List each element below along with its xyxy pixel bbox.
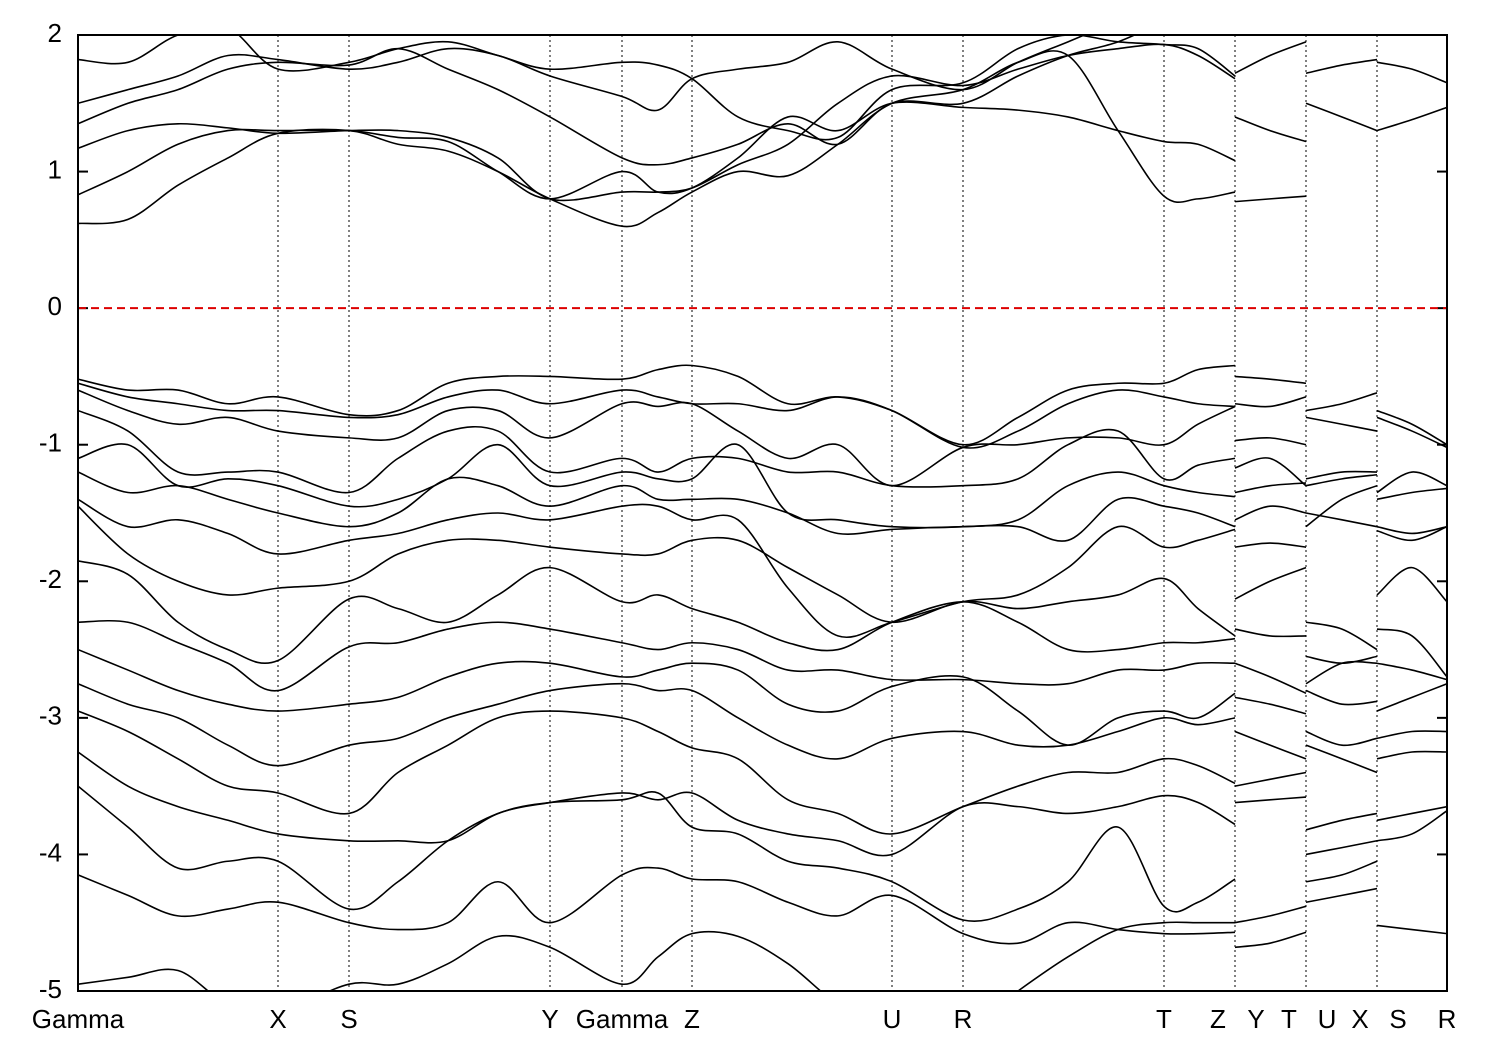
x-tick-label: Z <box>1210 1004 1226 1034</box>
x-tick-label: Gamma <box>32 1004 125 1034</box>
y-tick-label: -5 <box>39 974 62 1004</box>
band <box>78 443 1447 535</box>
band <box>78 41 1307 202</box>
band <box>78 58 1447 200</box>
band <box>78 35 1236 141</box>
y-tick-label: -2 <box>39 564 62 594</box>
x-tick-label: S <box>1389 1004 1406 1034</box>
band <box>78 751 1447 857</box>
y-tick-label: 1 <box>48 154 62 184</box>
x-tick-label: Gamma <box>576 1004 669 1034</box>
x-tick-label: Y <box>1247 1004 1264 1034</box>
x-tick-label: R <box>954 1004 973 1034</box>
band <box>78 364 1447 446</box>
band <box>78 471 1447 542</box>
band <box>78 785 1447 935</box>
y-tick-label: -3 <box>39 701 62 731</box>
x-tick-label: T <box>1281 1004 1297 1034</box>
y-tick-label: 2 <box>48 18 62 48</box>
grid-layer <box>78 34 1447 992</box>
x-tick-label: Z <box>684 1004 700 1034</box>
band <box>78 505 1447 678</box>
band <box>78 498 1447 651</box>
x-tick-label: S <box>340 1004 357 1034</box>
x-tick-label: U <box>883 1004 902 1034</box>
x-tick-label: T <box>1156 1004 1172 1034</box>
band <box>78 619 1447 712</box>
y-tick-label: -1 <box>39 428 62 458</box>
x-tick-label: X <box>1351 1004 1368 1034</box>
band <box>78 50 1447 228</box>
band <box>78 648 1447 747</box>
band <box>78 389 1447 494</box>
plot-frame <box>77 34 1448 992</box>
x-tick-label: R <box>1438 1004 1457 1034</box>
bands-layer <box>78 35 1447 991</box>
x-tick-label: Y <box>541 1004 558 1034</box>
band <box>78 866 1380 991</box>
x-tick-label: X <box>269 1004 286 1034</box>
y-tick-label: -4 <box>39 837 62 867</box>
band <box>78 921 1235 991</box>
band <box>78 560 1447 685</box>
band <box>78 35 1137 166</box>
band <box>78 382 1447 449</box>
y-tick-label: 0 <box>48 291 62 321</box>
band <box>78 35 1087 112</box>
band <box>78 710 1447 835</box>
x-tick-label: U <box>1318 1004 1337 1034</box>
band <box>78 682 1447 774</box>
band <box>78 409 1447 501</box>
